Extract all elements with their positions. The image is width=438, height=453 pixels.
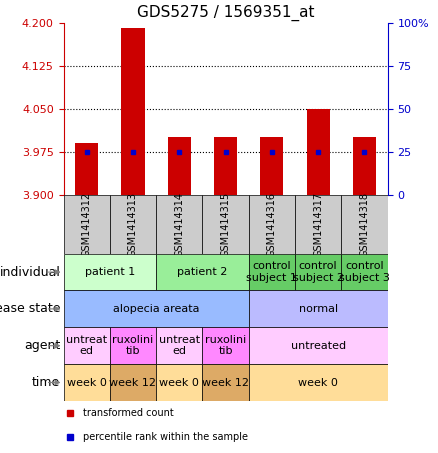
Text: untreat
ed: untreat ed bbox=[159, 335, 200, 357]
Bar bbox=[121, 29, 145, 195]
Bar bbox=[341, 254, 388, 290]
Bar bbox=[249, 364, 388, 401]
Bar bbox=[110, 195, 156, 254]
Bar bbox=[202, 195, 249, 254]
Bar bbox=[353, 137, 376, 195]
Bar bbox=[249, 195, 295, 254]
Text: week 0: week 0 bbox=[298, 377, 338, 387]
Bar bbox=[249, 254, 295, 290]
Text: ruxolini
tib: ruxolini tib bbox=[205, 335, 246, 357]
Text: GSM1414316: GSM1414316 bbox=[267, 192, 277, 257]
Text: GSM1414315: GSM1414315 bbox=[221, 192, 230, 257]
Text: week 12: week 12 bbox=[202, 377, 249, 387]
Text: week 0: week 0 bbox=[67, 377, 106, 387]
Text: percentile rank within the sample: percentile rank within the sample bbox=[83, 432, 248, 442]
Text: normal: normal bbox=[299, 304, 338, 314]
Text: untreated: untreated bbox=[291, 341, 346, 351]
Text: GSM1414313: GSM1414313 bbox=[128, 192, 138, 257]
Text: week 12: week 12 bbox=[110, 377, 156, 387]
Text: GSM1414317: GSM1414317 bbox=[313, 192, 323, 257]
Bar bbox=[75, 143, 98, 195]
Text: disease state: disease state bbox=[0, 303, 60, 315]
Bar bbox=[156, 327, 202, 364]
Text: individual: individual bbox=[0, 265, 60, 279]
Bar bbox=[64, 290, 249, 327]
Bar bbox=[295, 195, 341, 254]
Text: patient 1: patient 1 bbox=[85, 267, 135, 277]
Text: agent: agent bbox=[24, 339, 60, 352]
Text: patient 2: patient 2 bbox=[177, 267, 228, 277]
Text: alopecia areata: alopecia areata bbox=[113, 304, 199, 314]
Text: week 0: week 0 bbox=[159, 377, 199, 387]
Title: GDS5275 / 1569351_at: GDS5275 / 1569351_at bbox=[137, 5, 314, 21]
Text: transformed count: transformed count bbox=[83, 408, 174, 418]
Bar bbox=[202, 364, 249, 401]
Bar bbox=[307, 109, 330, 195]
Bar bbox=[260, 137, 283, 195]
Bar bbox=[214, 137, 237, 195]
Bar bbox=[156, 364, 202, 401]
Text: GSM1414318: GSM1414318 bbox=[360, 192, 370, 257]
Bar bbox=[156, 195, 202, 254]
Bar bbox=[202, 327, 249, 364]
Bar bbox=[110, 327, 156, 364]
Bar bbox=[64, 195, 110, 254]
Bar bbox=[168, 137, 191, 195]
Text: untreat
ed: untreat ed bbox=[66, 335, 107, 357]
Text: control
subject 2: control subject 2 bbox=[293, 261, 344, 283]
Text: control
subject 3: control subject 3 bbox=[339, 261, 390, 283]
Bar bbox=[64, 364, 110, 401]
Bar bbox=[341, 195, 388, 254]
Text: GSM1414314: GSM1414314 bbox=[174, 192, 184, 257]
Bar bbox=[295, 254, 341, 290]
Text: control
subject 1: control subject 1 bbox=[247, 261, 297, 283]
Text: ruxolini
tib: ruxolini tib bbox=[112, 335, 154, 357]
Bar bbox=[249, 290, 388, 327]
Bar bbox=[249, 327, 388, 364]
Bar bbox=[110, 364, 156, 401]
Bar bbox=[156, 254, 249, 290]
Bar bbox=[64, 327, 110, 364]
Text: GSM1414312: GSM1414312 bbox=[81, 192, 92, 257]
Bar bbox=[64, 254, 156, 290]
Text: time: time bbox=[32, 376, 60, 389]
